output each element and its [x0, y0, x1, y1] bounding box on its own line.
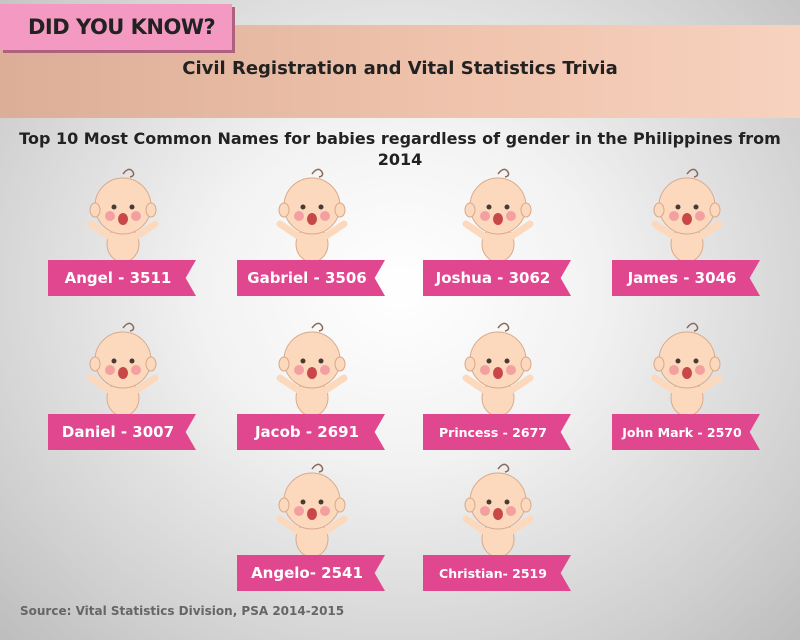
name-ribbon: Joshua - 3062 [423, 260, 571, 296]
name-card: Joshua - 3062 [423, 166, 573, 296]
name-ribbon: Angelo- 2541 [237, 555, 385, 591]
name-ribbon: Daniel - 3007 [48, 414, 196, 450]
name-card: Angel - 3511 [48, 166, 198, 296]
subtitle: Top 10 Most Common Names for babies rega… [19, 129, 781, 169]
did-you-know-badge: DID YOU KNOW? [0, 4, 232, 50]
name-card: Daniel - 3007 [48, 320, 198, 450]
name-card: Gabriel - 3506 [237, 166, 387, 296]
name-ribbon: James - 3046 [612, 260, 760, 296]
name-card: Angelo- 2541 [237, 461, 387, 591]
name-card: Princess - 2677 [423, 320, 573, 450]
name-ribbon: John Mark - 2570 [612, 414, 760, 450]
name-ribbon: Princess - 2677 [423, 414, 571, 450]
name-card: Christian- 2519 [423, 461, 573, 591]
name-ribbon: Jacob - 2691 [237, 414, 385, 450]
page-title: Civil Registration and Vital Statistics … [182, 58, 618, 79]
source-note: Source: Vital Statistics Division, PSA 2… [20, 604, 345, 618]
name-card: John Mark - 2570 [612, 320, 762, 450]
name-card: James - 3046 [612, 166, 762, 296]
name-ribbon: Angel - 3511 [48, 260, 196, 296]
name-ribbon: Christian- 2519 [423, 555, 571, 591]
name-ribbon: Gabriel - 3506 [237, 260, 385, 296]
name-card: Jacob - 2691 [237, 320, 387, 450]
